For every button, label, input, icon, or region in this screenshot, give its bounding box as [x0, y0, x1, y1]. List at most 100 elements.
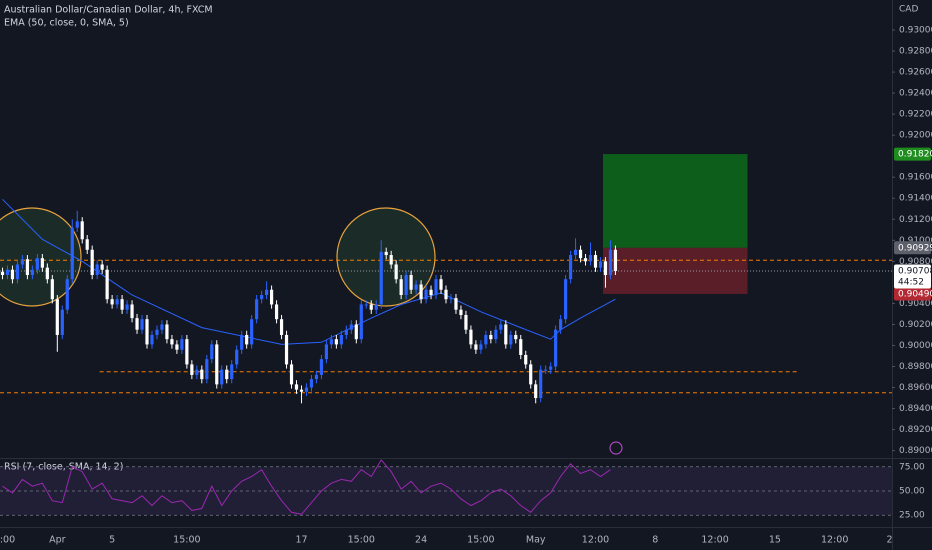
candle-body: [464, 314, 468, 330]
chart-title: Australian Dollar/Canadian Dollar, 4h, F…: [4, 5, 213, 16]
x-tick-label: 5: [109, 535, 115, 546]
candle-body: [474, 344, 478, 350]
candle-body: [598, 261, 603, 268]
target-zone: [602, 154, 748, 248]
candle-body: [125, 304, 129, 310]
candle-body: [25, 259, 30, 276]
candle-body: [364, 304, 368, 306]
candle-body: [399, 279, 403, 295]
candle-body: [220, 369, 224, 385]
candle-body: [414, 284, 418, 290]
candle-body: [155, 329, 159, 335]
candle-body: [419, 284, 423, 300]
candle-body: [369, 304, 373, 310]
candle-body: [200, 369, 204, 380]
candle-body: [245, 334, 249, 345]
candle-body: [269, 289, 274, 305]
x-tick-label: 15: [769, 535, 781, 546]
candle-body: [100, 264, 104, 270]
candle-body: [185, 339, 189, 365]
candle-body: [479, 344, 483, 350]
candle-body: [429, 289, 433, 295]
candle-body: [334, 339, 338, 345]
candle-body: [354, 324, 358, 340]
candle-body: [549, 366, 553, 370]
x-tick-label: 15:00: [348, 535, 375, 546]
candle-body: [583, 258, 588, 262]
candle-body: [255, 299, 259, 320]
candle-body: [504, 324, 508, 345]
candle-body: [424, 289, 428, 300]
candle-body: [35, 258, 39, 270]
candle-body: [150, 334, 154, 345]
rsi-tick-label: 25.00: [899, 511, 925, 521]
candle-body: [613, 249, 618, 272]
candle-body: [195, 369, 199, 375]
candle-body: [274, 304, 279, 320]
x-tick-label: 15:00: [173, 535, 200, 546]
candle-body: [135, 318, 139, 330]
x-tick-label: 8: [652, 535, 658, 546]
candle-body: [573, 249, 578, 256]
countdown: 44:52: [898, 278, 924, 288]
candle-body: [509, 334, 513, 345]
candle-body: [90, 249, 94, 276]
target-tag: 0.91820: [898, 150, 932, 160]
candle-body: [339, 334, 343, 345]
candle-body: [349, 324, 353, 330]
candle-body: [5, 269, 10, 276]
candle-body: [539, 369, 543, 399]
candle-body: [240, 334, 244, 350]
candle-body: [409, 275, 413, 290]
candle-body: [563, 279, 568, 320]
candle-body: [70, 227, 74, 280]
candle-body: [105, 269, 109, 300]
candle-body: [394, 264, 398, 280]
candle-body: [130, 304, 134, 319]
candle-body: [85, 239, 89, 250]
candle-body: [434, 279, 438, 295]
alert-icon[interactable]: [609, 441, 623, 455]
candle-body: [145, 319, 149, 345]
candle-body: [384, 251, 388, 256]
candle-body: [304, 387, 309, 392]
indicator-label: EMA (50, close, 0, SMA, 5): [4, 18, 129, 29]
candle-body: [265, 289, 269, 295]
candle-body: [50, 279, 54, 300]
candle-body: [593, 255, 598, 268]
target-tag-bg: [894, 147, 931, 161]
candle-body: [514, 334, 518, 340]
candle-body: [260, 294, 264, 300]
candle-body: [299, 389, 304, 392]
candle-body: [40, 258, 44, 268]
candle-body: [180, 339, 184, 350]
x-tick-label: May: [526, 535, 546, 546]
x-tick-label: 24: [415, 535, 427, 546]
candle-body: [379, 251, 383, 305]
rsi-tick-label: 75.00: [899, 462, 925, 472]
candle-body: [230, 364, 234, 380]
last-price-tag: 0.90708: [898, 267, 932, 277]
candle-body: [215, 344, 219, 385]
rsi-line: [2, 459, 611, 515]
candle-body: [374, 304, 378, 310]
candle-body: [534, 384, 538, 399]
candle-body: [235, 349, 239, 365]
candle-body: [568, 255, 573, 280]
candle-body: [519, 339, 523, 355]
candle-body: [329, 339, 333, 345]
